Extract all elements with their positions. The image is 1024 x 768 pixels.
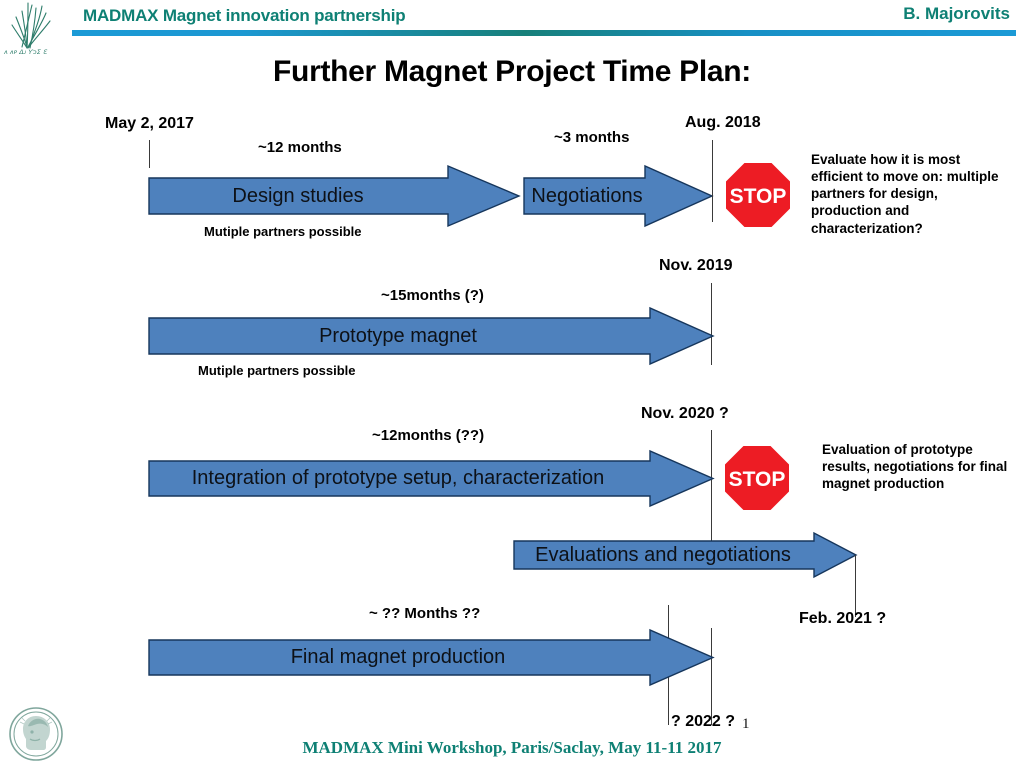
arrow-final-production[interactable]: Final magnet production [148, 628, 715, 687]
duration-prototype-magnet: ~15months (?) [381, 287, 484, 304]
tick-2022-right [711, 628, 712, 725]
max-planck-minerva-seal [8, 706, 64, 762]
duration-integration: ~12months (??) [372, 427, 485, 444]
duration-negotiations: ~3 months [554, 129, 630, 146]
tick-nov2019 [711, 283, 712, 365]
tick-aug2018 [712, 140, 713, 222]
svg-text:ᴧ ᴧᴩ Δᴊ ƳᴐΣ Ɛ: ᴧ ᴧᴩ Δᴊ ƳᴐΣ Ɛ [3, 48, 48, 56]
date-label-start: May 2, 2017 [105, 115, 194, 132]
date-label-nov2020: Nov. 2020 ? [641, 405, 729, 422]
svg-text:STOP: STOP [730, 185, 787, 208]
stop-note-1: Evaluate how it is most efficient to mov… [811, 152, 999, 236]
tick-feb2021 [855, 555, 856, 617]
date-label-nov2019: Nov. 2019 [659, 257, 733, 274]
tick-start [149, 140, 150, 168]
header-title: MADMAX Magnet innovation partnership [83, 6, 406, 25]
page-title: Further Magnet Project Time Plan: [273, 55, 751, 88]
date-label-2022: ? 2022 ? [671, 713, 736, 730]
header-gradient-rule [72, 30, 1016, 36]
madmax-grass-logo: ᴧ ᴧᴩ Δᴊ ƳᴐΣ Ɛ [2, 1, 74, 57]
footer-text: MADMAX Mini Workshop, Paris/Saclay, May … [302, 738, 722, 757]
arrow-integration[interactable]: Integration of prototype setup, characte… [148, 449, 715, 508]
arrow-evaluations-negotiations[interactable]: Evaluations and negotiations [513, 531, 858, 579]
subnote-design-studies: Mutiple partners possible [204, 224, 362, 239]
arrow-negotiations[interactable]: Negotiations [523, 164, 714, 228]
date-label-feb2021: Feb. 2021 ? [799, 610, 887, 627]
slide-number: 1 [742, 716, 750, 732]
header-author: B. Majorovits [903, 4, 1010, 23]
svg-text:STOP: STOP [729, 468, 786, 491]
duration-design-studies: ~12 months [258, 139, 342, 156]
arrow-design-studies[interactable]: Design studies [148, 164, 521, 228]
stop-note-2: Evaluation of prototype results, negotia… [822, 442, 1008, 492]
tick-nov2020 [711, 430, 712, 555]
stop-sign-2: STOP [723, 444, 791, 512]
arrow-prototype-magnet[interactable]: Prototype magnet [148, 306, 715, 366]
date-label-aug2018: Aug. 2018 [685, 114, 761, 131]
duration-final-production: ~ ?? Months ?? [369, 605, 481, 622]
stop-sign-1: STOP [724, 161, 792, 229]
subnote-prototype-magnet: Mutiple partners possible [198, 363, 356, 378]
